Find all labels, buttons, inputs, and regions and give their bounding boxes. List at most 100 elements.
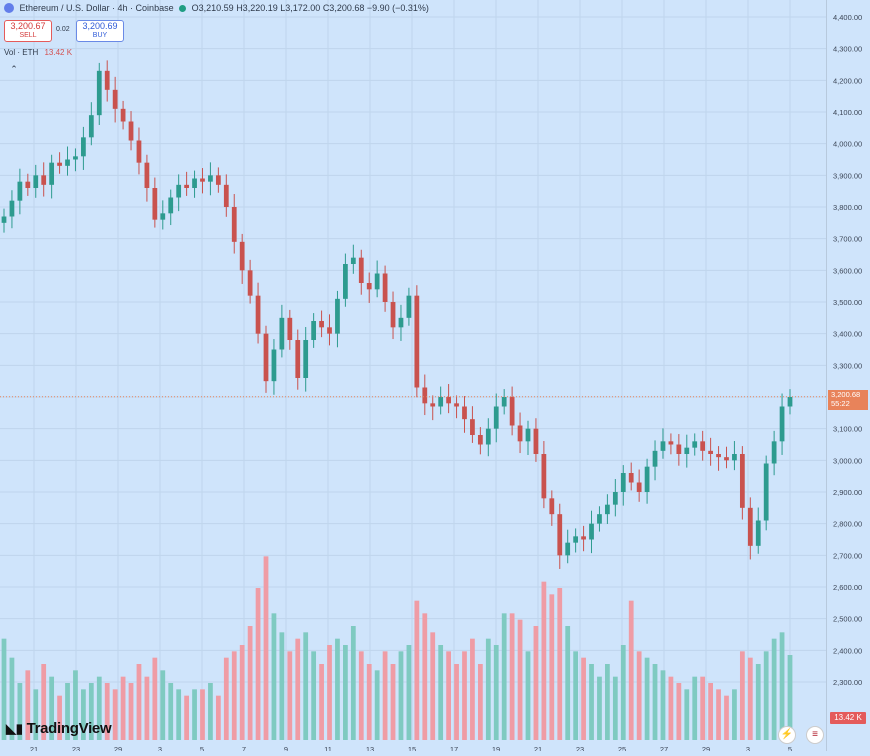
candle-body [557,514,563,556]
volume-bar [184,695,189,740]
collapse-legend-icon[interactable]: ⌃ [10,64,18,74]
candle-body [390,302,396,328]
candle-body [33,175,39,188]
tradingview-logo[interactable]: ◣▮ TradingView [6,720,112,737]
volume-bar [358,651,364,740]
volume-bar [732,689,737,740]
price-tick-label: 3,300.00 [833,361,862,370]
volume-bar [565,626,571,740]
time-tick-label: 15 [408,745,416,751]
candle-body [128,121,134,141]
spread-value: 0.02 [56,26,70,33]
candle-body [763,463,769,521]
time-tick-label: 21 [30,745,38,751]
volume-bar [327,645,332,740]
volume-bar [200,689,205,740]
candle-body [239,241,245,271]
volume-bar [160,670,166,740]
candle-body [215,175,221,185]
volume-bar [9,657,15,740]
candle-body [343,264,348,299]
volume-bar [223,657,229,740]
volume-bar [454,664,459,740]
candle-body [223,184,229,207]
volume-bar [271,613,277,740]
candle-body [438,397,444,407]
candle-body [684,447,690,454]
candle-body [366,283,372,290]
time-tick-label: 3 [158,745,162,751]
candle-body [120,108,126,122]
candle-body [644,466,650,492]
candle-body [477,435,483,445]
volume-bar [168,683,174,740]
candle-body [311,321,317,340]
candle-body [573,536,579,543]
volume-bar [120,676,126,740]
volume-bar [366,664,372,740]
candle-body [358,257,364,283]
volume-bar [17,683,23,740]
candle-body [382,273,388,302]
volume-bar [303,632,309,740]
candle-body [374,273,380,290]
price-tick-label: 2,900.00 [833,488,862,497]
tradingview-wordmark: TradingView [26,720,112,737]
candle-body [136,140,142,163]
us-flag-icon[interactable]: ≡ [806,726,824,744]
volume-bar [549,594,555,740]
volume-bar [589,664,594,740]
price-tick-label: 4,300.00 [833,45,862,54]
candle-body [271,349,277,382]
volume-bar [73,670,78,740]
volume-bar [96,676,102,740]
lightning-icon[interactable]: ⚡ [778,726,796,744]
volume-bar [668,676,674,740]
volume-bar [247,626,253,740]
volume-bar [33,689,39,740]
candle-body [88,115,94,138]
last-price-tag: 3,200.68 55:22 [828,389,868,410]
volume-bar [684,689,690,740]
volume-bar [620,645,626,740]
volume-bar [485,638,491,740]
candle-body [605,504,610,515]
price-axis[interactable]: 4,400.00 4,300.00 4,200.00 4,100.00 4,000.00… [826,0,870,751]
volume-bar [49,676,55,740]
candle-body [549,498,555,515]
price-tick-label: 4,100.00 [833,108,862,117]
volume-bar [446,651,451,740]
candle-body [247,270,253,296]
buy-button[interactable]: 3,200.69 BUY [76,20,124,42]
price-tick-label: 2,300.00 [833,678,862,687]
volume-bar [525,651,531,740]
candle-body [200,178,205,182]
ohlc-close: C3,200.68 [322,3,365,13]
volume-bar [708,683,713,740]
candle-body [73,156,78,160]
last-price-value: 3,200.68 [831,389,861,399]
candle-body [65,159,70,166]
candlestick-chart[interactable]: 21 23 29 3 5 7 9 11 13 15 17 19 21 23 25 27 29 3 5 [0,0,826,751]
volume-bar [739,651,745,740]
volume-legend[interactable]: Vol · ETH 13.42 K [4,48,72,57]
candle-body [541,454,547,499]
volume-bar [112,689,118,740]
candle-body [446,397,451,404]
volume-bar [152,657,158,740]
symbol-title[interactable]: Ethereum / U.S. Dollar · 4h · Coinbase [19,3,174,13]
candle-body [176,184,182,198]
chart-area[interactable]: 21 23 29 3 5 7 9 11 13 15 17 19 21 23 25 27 29 3 5 [0,0,826,751]
volume-bar [700,676,706,740]
volume-bar [65,683,70,740]
price-tick-label: 2,500.00 [833,615,862,624]
volume-bar [692,676,698,740]
volume-bar [374,670,380,740]
candle-body [17,181,23,201]
candle-body [700,441,706,451]
price-tick-label: 3,400.00 [833,330,862,339]
volume-bar [104,683,110,740]
sell-button[interactable]: 3,200.67 SELL [4,20,52,42]
volume-bar [605,664,610,740]
volume-bar [57,695,62,740]
